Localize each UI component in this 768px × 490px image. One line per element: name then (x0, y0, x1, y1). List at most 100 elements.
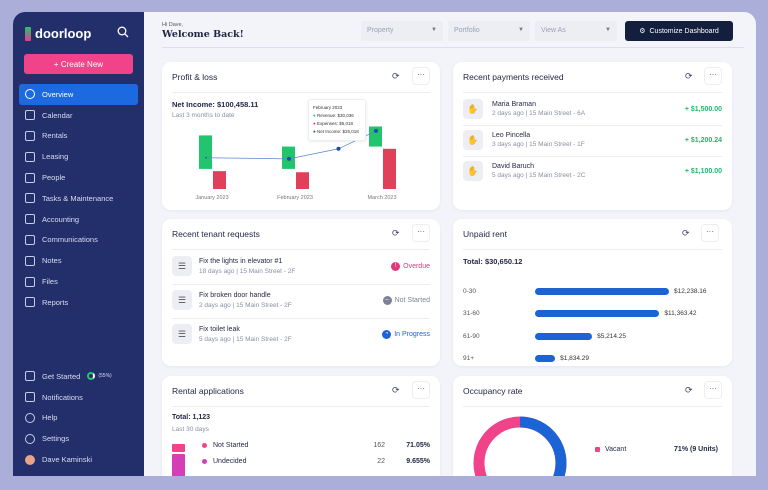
more-options-button[interactable]: ··· (704, 381, 722, 399)
sidebar-item-leasing[interactable]: Leasing (19, 146, 138, 167)
more-options-button[interactable]: ··· (412, 67, 430, 85)
sidebar-item-calendar[interactable]: Calendar (19, 105, 138, 126)
sidebar-item-notifications[interactable]: Notifications (19, 387, 138, 408)
sidebar-item-label: Calendar (42, 110, 73, 120)
occupancy-rate-card: Occupancy rate ⟳ ··· Vacant 71% (9 Units… (453, 376, 732, 476)
divider (172, 406, 430, 407)
stacked-segment-not-started (172, 444, 185, 452)
select-label: Property (367, 27, 394, 34)
portfolio-select[interactable]: Portfolio ▼ (448, 21, 530, 41)
donut-segment-occupied (473, 416, 567, 476)
net-income-point (205, 156, 207, 159)
sidebar-item-user[interactable]: Dave Kaminski (19, 449, 138, 470)
divider (172, 249, 430, 250)
unpaid-bar[interactable] (535, 310, 660, 317)
application-row: Not Started 162 71.05% (202, 442, 430, 449)
legend-label: Vacant (605, 446, 627, 453)
logo[interactable]: doorloop (25, 26, 91, 41)
sidebar-item-accounting[interactable]: Accounting (19, 209, 138, 230)
sidebar-item-rentals[interactable]: Rentals (19, 126, 138, 147)
sidebar: doorloop + Create New Overview Calendar Re… (13, 12, 144, 476)
status-label: Undecided (213, 458, 247, 465)
tooltip-title: February 2023 (313, 105, 343, 110)
sidebar-item-label: Accounting (42, 214, 80, 224)
sidebar-item-communications[interactable]: Communications (19, 230, 138, 251)
stacked-segment-undecided (172, 454, 185, 476)
request-title: Fix broken door handle (199, 291, 271, 299)
net-income-point (374, 128, 378, 133)
unpaid-rent-card: Unpaid rent ⟳ ··· Total: $30,650.12 0-30… (453, 219, 732, 366)
divider (463, 406, 722, 407)
chart-tooltip: February 2023 ● Revenue: $30,036 ● Expen… (308, 99, 366, 141)
payer-name: Maria Braman (492, 101, 536, 108)
checklist-icon: ☰ (172, 324, 192, 344)
help-icon (25, 412, 35, 423)
sidebar-item-reports[interactable]: Reports (19, 292, 138, 313)
refresh-icon[interactable]: ⟳ (685, 71, 693, 81)
people-icon (25, 172, 35, 183)
request-row[interactable]: ☰ Fix broken door handle 2 days ago | 15… (172, 290, 430, 310)
sidebar-item-files[interactable]: Files (19, 271, 138, 292)
sidebar-item-overview[interactable]: Overview (19, 84, 138, 105)
label: Net Income: $25,018 (316, 129, 359, 134)
sidebar-item-help[interactable]: Help (19, 408, 138, 429)
payment-row[interactable]: ✋ David Baruch 5 days ago | 15 Main Stre… (463, 161, 722, 181)
payment-row[interactable]: ✋ Maria Braman 2 days ago | 15 Main Stre… (463, 99, 722, 119)
tooltip-expenses: ● Expenses: $5,018 (313, 121, 354, 126)
property-select[interactable]: Property ▼ (361, 21, 443, 41)
payment-meta: 5 days ago | 15 Main Street - 2C (492, 172, 586, 179)
brand-name: doorloop (35, 26, 92, 41)
more-options-button[interactable]: ··· (701, 224, 719, 242)
request-row[interactable]: ☰ Fix the lights in elevator #1 18 days … (172, 256, 430, 276)
unpaid-row: 61-90 $5,214.25 (463, 331, 722, 341)
legend-swatch (595, 447, 600, 452)
status-icon: ◔ (382, 329, 392, 339)
customize-dashboard-button[interactable]: ⚙ Customize Dashboard (625, 21, 733, 41)
search-icon[interactable] (117, 26, 129, 38)
sidebar-item-settings[interactable]: Settings (19, 428, 138, 449)
percent: 9.655% (406, 458, 430, 465)
caret-down-icon: ▼ (431, 27, 437, 33)
hand-money-icon: ✋ (463, 99, 483, 119)
card-title: Occupancy rate (463, 386, 523, 396)
refresh-icon[interactable]: ⟳ (685, 385, 693, 395)
sidebar-bottom: Get Started (55%) Notifications Help Sett… (19, 366, 138, 470)
sidebar-item-get-started[interactable]: Get Started (55%) (19, 366, 138, 387)
status-label: In Progress (394, 330, 430, 338)
divider (463, 249, 722, 250)
chart-icon (25, 297, 35, 308)
refresh-icon[interactable]: ⟳ (392, 385, 400, 395)
refresh-icon[interactable]: ⟳ (392, 228, 400, 238)
refresh-icon[interactable]: ⟳ (682, 228, 690, 238)
more-options-button[interactable]: ··· (412, 224, 430, 242)
label: Revenue: $30,036 (316, 113, 354, 118)
view-as-select[interactable]: View As ▼ (535, 21, 617, 41)
document-icon (25, 151, 35, 162)
sidebar-nav: Overview Calendar Rentals Leasing People Task… (19, 84, 138, 313)
unpaid-bar[interactable] (535, 332, 593, 340)
legend-dot (202, 459, 207, 464)
x-tick-label: January 2023 (195, 195, 228, 201)
aging-label: 91+ (463, 355, 475, 362)
request-row[interactable]: ☰ Fix toilet leak 5 days ago | 15 Main S… (172, 324, 430, 344)
sidebar-item-notes[interactable]: Notes (19, 250, 138, 271)
app-window: doorloop + Create New Overview Calendar Re… (13, 12, 756, 490)
unpaid-bar[interactable] (535, 355, 556, 362)
card-title: Recent tenant requests (172, 229, 260, 239)
unpaid-bar[interactable] (535, 287, 669, 295)
request-meta: 2 days ago | 15 Main Street - 2F (199, 301, 292, 309)
more-options-button[interactable]: ··· (704, 67, 722, 85)
sidebar-item-people[interactable]: People (19, 167, 138, 188)
sidebar-item-label: Files (42, 277, 58, 287)
payment-amount: + $1,100.00 (684, 167, 722, 175)
calendar-icon (25, 110, 35, 121)
refresh-icon[interactable]: ⟳ (392, 71, 400, 81)
tenant-requests-card: Recent tenant requests ⟳ ··· ☰ Fix the l… (162, 219, 440, 366)
more-options-button[interactable]: ··· (412, 381, 430, 399)
pie-icon (25, 89, 35, 100)
create-new-button[interactable]: + Create New (24, 54, 133, 74)
label: Get Started (42, 371, 81, 381)
payment-row[interactable]: ✋ Leo Pincella 3 days ago | 15 Main Stre… (463, 130, 722, 150)
sidebar-item-tasks-maintenance[interactable]: Tasks & Maintenance (19, 188, 138, 209)
card-title: Unpaid rent (463, 229, 507, 239)
